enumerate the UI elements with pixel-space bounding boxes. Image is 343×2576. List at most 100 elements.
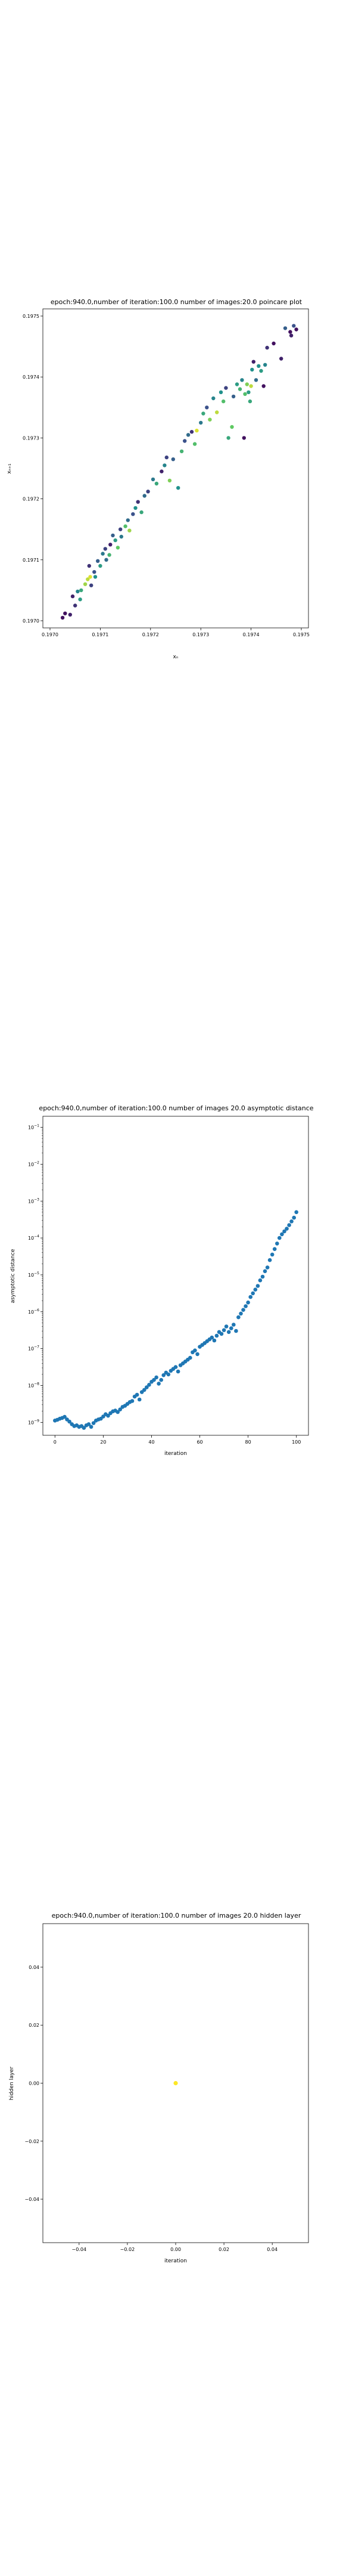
poincare-point [160, 469, 164, 473]
hidden-layer-x-tick-label: −0.02 [120, 2247, 135, 2252]
poincare-point [107, 553, 111, 557]
asymptotic-point [137, 1397, 142, 1402]
poincare-y-ticks: 0.1970 0.1971 0.1972 0.1973 0.1974 0.1975 [23, 314, 43, 624]
poincare-point [186, 433, 191, 437]
poincare-point [283, 326, 288, 330]
poincare-point [113, 538, 117, 543]
poincare-point [230, 425, 234, 429]
poincare-point [251, 360, 255, 364]
asymptotic-point [152, 1377, 156, 1382]
poincare-point [123, 524, 127, 528]
poincare-points [60, 324, 298, 620]
poincare-point [195, 428, 199, 433]
poincare-point [265, 345, 269, 350]
asymptotic-point [234, 1329, 238, 1333]
asymptotic-point [142, 1388, 146, 1392]
asymptotic-y-tick-label: 10−5 [28, 1271, 39, 1278]
asymptotic-x-ticks: 0 20 40 60 80 100 [54, 1435, 301, 1445]
poincare-point [272, 341, 276, 346]
poincare-x-ticks: 0.1970 0.1971 0.1972 0.1973 0.1974 0.1975 [42, 628, 310, 637]
poincare-point [245, 382, 249, 386]
poincare-point [146, 490, 150, 494]
hidden-layer-points [173, 2080, 178, 2086]
poincare-point [111, 533, 115, 538]
poincare-title: epoch:940.0,number of iteration:100.0 nu… [51, 298, 303, 306]
asymptotic-point [106, 1413, 110, 1418]
hidden-layer-point [173, 2080, 178, 2086]
asymptotic-point [154, 1375, 158, 1380]
poincare-point [289, 333, 294, 338]
poincare-point [279, 357, 283, 361]
asymptotic-point [82, 1426, 86, 1430]
poincare-point [78, 597, 82, 602]
poincare-point [104, 558, 108, 562]
poincare-point [103, 547, 107, 551]
asymptotic-point [176, 1369, 180, 1374]
poincare-point [247, 390, 251, 394]
asymptotic-x-tick-label: 100 [292, 1439, 301, 1445]
poincare-point [131, 512, 135, 516]
asymptotic-point [275, 1241, 279, 1246]
asymptotic-point [253, 1287, 258, 1292]
asymptotic-point [226, 1330, 231, 1335]
asymptotic-point [287, 1223, 291, 1227]
hidden-layer-y-ticks: −0.04 −0.02 0.00 0.02 0.04 [24, 1965, 43, 2202]
asymptotic-point [294, 1210, 299, 1215]
hidden-layer-y-tick-label: −0.04 [24, 2197, 39, 2202]
asymptotic-point [255, 1284, 260, 1288]
poincare-point [288, 330, 292, 334]
poincare-point [222, 399, 226, 404]
asymptotic-point [236, 1315, 241, 1320]
poincare-x-tick-label: 0.1972 [142, 632, 159, 637]
hidden-layer-x-ticks: −0.04 −0.02 0.00 0.02 0.04 [72, 2243, 277, 2252]
poincare-point [171, 457, 175, 462]
poincare-y-label: xₙ₊₁ [7, 463, 13, 474]
asymptotic-axes-frame [42, 1116, 309, 1436]
poincare-point [127, 528, 132, 532]
poincare-point [101, 552, 105, 556]
poincare-point [126, 518, 130, 522]
poincare-y-tick-label: 0.1972 [23, 497, 39, 502]
asymptotic-x-tick-label: 60 [197, 1439, 202, 1445]
asymptotic-point [251, 1291, 255, 1296]
asymptotic-y-tick-label: 10−9 [28, 1419, 39, 1425]
poincare-point [89, 583, 93, 587]
poincare-point [73, 603, 77, 608]
hidden-layer-x-tick-label: 0.02 [219, 2247, 229, 2252]
hidden-layer-y-label: hidden layer [9, 2067, 15, 2101]
asymptotic-point [263, 1269, 267, 1274]
asymptotic-point [135, 1392, 139, 1397]
hidden-layer-x-tick-label: −0.04 [72, 2247, 87, 2252]
hidden-layer-y-tick-label: 0.04 [29, 1965, 39, 1970]
asymptotic-y-ticks: 10−9 10−8 10−7 10−6 10−5 10−4 10−3 10−2 10−1 [28, 1124, 43, 1425]
asymptotic-point [244, 1304, 248, 1308]
asymptotic-point [224, 1324, 229, 1329]
poincare-point [63, 611, 67, 615]
asymptotic-y-tick-label: 10−3 [28, 1197, 39, 1204]
poincare-point [263, 363, 267, 367]
asymptotic-point [195, 1352, 199, 1357]
poincare-point [250, 367, 254, 372]
asymptotic-point [147, 1383, 151, 1387]
poincare-point [235, 382, 239, 386]
poincare-point [151, 477, 155, 482]
poincare-point [139, 510, 144, 515]
poincare-y-tick-label: 0.1971 [23, 558, 39, 563]
poincare-point [92, 570, 96, 574]
asymptotic-y-tick-label: 10−8 [28, 1382, 39, 1389]
hidden-layer-y-tick-label: 0.00 [29, 2081, 39, 2086]
asymptotic-point [166, 1372, 171, 1377]
asymptotic-point [246, 1301, 250, 1305]
poincare-point [201, 411, 205, 416]
poincare-point [224, 386, 228, 390]
asymptotic-point [270, 1252, 275, 1257]
poincare-point [219, 390, 223, 394]
poincare-point [164, 455, 169, 460]
asymptotic-distance-chart: epoch:940.0,number of iteration:100.0 nu… [10, 1104, 314, 1457]
poincare-x-tick-label: 0.1973 [192, 632, 209, 637]
poincare-point [119, 527, 123, 531]
asymptotic-point [188, 1355, 192, 1360]
poincare-point [133, 506, 138, 510]
poincare-point [93, 575, 98, 579]
